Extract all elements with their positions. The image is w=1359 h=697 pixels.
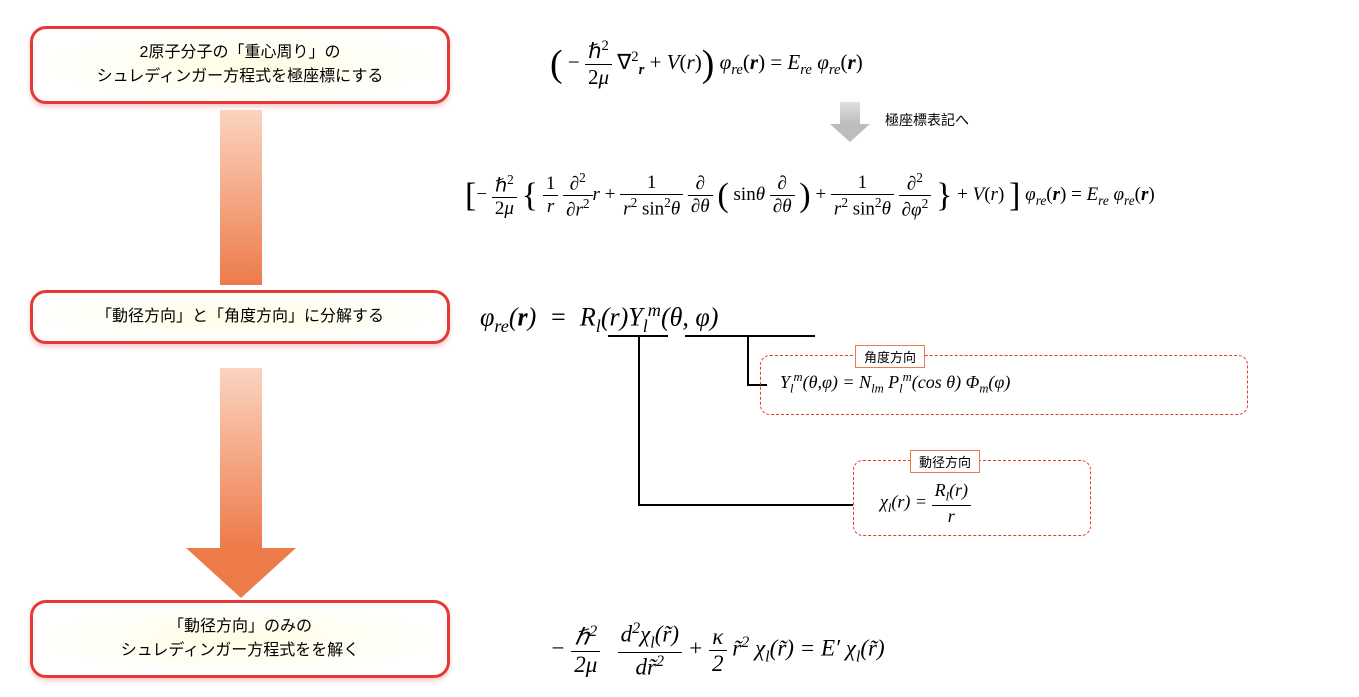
conn-v-radial [638, 335, 640, 505]
conn-h-radial [638, 504, 853, 506]
equation-1: ( − ℏ22μ ∇2r + V(r)) φre(r) = Ere φre(r) [550, 38, 863, 90]
step3-line2: シュレディンガー方程式をを解く [121, 642, 360, 659]
mini-arrow-head-icon [830, 124, 870, 142]
step-box-2: 「動径方向」と「角度方向」に分解する [30, 290, 450, 344]
polar-transition-label: 極座標表記へ [885, 110, 969, 130]
step2-line1: 「動径方向」と「角度方向」に分解する [96, 308, 384, 325]
flow-column: 2原子分子の「重心周り」の シュレディンガー方程式を極座標にする 「動径方向」と… [20, 20, 460, 677]
step1-line1: 2原子分子の「重心周り」の [140, 44, 341, 61]
equation-3: φre(r) = Rl(r)Ylm(θ, φ) [480, 300, 718, 337]
equation-radial: χl(r) = Rl(r)r [880, 480, 971, 527]
equation-6: − ℏ22μ d2χl(r̃)dr̃2 + κ2 r̃2 χl(r̃) = E′… [550, 620, 885, 681]
flow-arrow-2-head [186, 548, 296, 598]
step3-line1: 「動径方向」のみの [168, 618, 312, 635]
mini-arrow-shaft-icon [840, 102, 860, 124]
angular-tag: 角度方向 [855, 345, 925, 368]
flow-arrow-1-shaft [220, 110, 262, 285]
step-box-3: 「動径方向」のみの シュレディンガー方程式をを解く [30, 600, 450, 678]
equations-column: ( − ℏ22μ ∇2r + V(r)) φre(r) = Ere φre(r)… [460, 20, 1339, 677]
radial-tag: 動径方向 [910, 450, 980, 473]
flow-arrow-2-shaft [220, 368, 262, 548]
diagram-root: 2原子分子の「重心周り」の シュレディンガー方程式を極座標にする 「動径方向」と… [20, 20, 1339, 677]
step1-line2: シュレディンガー方程式を極座標にする [97, 68, 384, 85]
equation-angular: Ylm(θ,φ) = Nlm Plm(cos θ) Φm(φ) [780, 370, 1010, 397]
step-box-1: 2原子分子の「重心周り」の シュレディンガー方程式を極座標にする [30, 26, 450, 104]
equation-2: [− ℏ22μ { 1r ∂2∂r2r + 1r2 sin2θ ∂∂θ ( si… [465, 170, 1155, 222]
conn-v-angular [747, 335, 749, 385]
underline-angular [685, 335, 815, 337]
polar-transition-arrow [830, 102, 870, 142]
